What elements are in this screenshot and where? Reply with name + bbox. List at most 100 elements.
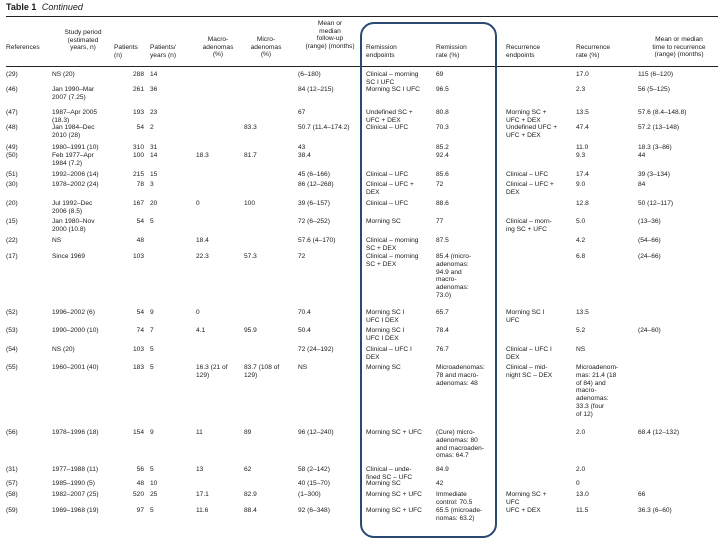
cell-macroadenomas: 17.1 [196,491,209,498]
cell-microadenomas: 89 [244,429,252,436]
cell-time-to-recurrence: 84 [638,181,646,188]
cell-patients: 54 [136,218,144,225]
cell-study-period: 1985–1990 (5) [52,480,95,487]
table-row: (20) Jul 1992–Dec 2006 (8.5) 167 20 0 100 39 (… [0,200,720,215]
cell-macroadenomas: 11 [196,429,203,436]
cell-study-period: 1982–2007 (25) [52,491,99,498]
cell-follow-up: 45 (6–166) [298,171,330,178]
cell-patients: 167 [132,200,144,207]
cell-study-period: Jan 1984–Dec 2010 (28) [52,124,95,139]
cell-recurrence-rate: 12.8 [576,200,589,207]
cell-microadenomas: 82.9 [244,491,257,498]
cell-time-to-recurrence: 50 (12–117) [638,200,674,207]
cell-remission-rate: 85.6 [436,171,449,178]
top-rule [6,16,718,17]
cell-remission-endpoints: Undefined SC + UFC + DEX [366,109,413,124]
cell-recurrence-rate: NS [576,346,586,353]
table-row: (52) 1996–2002 (6) 54 9 0 70.4 Morning SC I UF… [0,309,720,324]
table-row: (15) Jan 1980–Nov 2000 (10.8) 54 5 72 (6–252… [0,218,720,233]
table-row: (31) 1977–1988 (11) 56 5 13 62 58 (2–142) Clini… [0,466,720,481]
header-patients-per-year: Patients/ years (n) [150,44,177,59]
cell-follow-up: 96 (12–240) [298,429,334,436]
table-title: Table 1 Continued [6,2,83,12]
cell-references: (30) [6,181,18,188]
cell-recurrence-endpoints: Morning SC I UFC [506,309,545,324]
cell-follow-up: 50.4 [298,327,311,334]
cell-remission-rate: 42 [436,480,444,487]
cell-recurrence-rate: 9.3 [576,152,586,159]
header-recurrence-endpoints: Recurrence endpoints [506,44,541,59]
cell-study-period: 1978–2002 (24) [52,181,99,188]
table-row: (17) Since 1969 103 22.3 57.3 72 Clinical – mo… [0,253,720,299]
cell-references: (52) [6,309,18,316]
cell-macroadenomas: 13 [196,466,204,473]
cell-recurrence-endpoints: Morning SC + UFC [506,491,547,506]
cell-recurrence-rate: 5.2 [576,327,586,334]
cell-patients: 183 [132,364,144,371]
cell-patients-per-year: 5 [150,507,154,514]
table-row: (47) 1987–Apr 2005 (18.3) 193 23 67 Undefined… [0,109,720,124]
cell-patients-per-year: 20 [150,200,158,207]
cell-references: (47) [6,109,18,116]
cell-study-period: 1977–1988 (11) [52,466,99,473]
cell-remission-rate: 87.5 [436,237,449,244]
cell-follow-up: 72 (24–192) [298,346,334,353]
cell-recurrence-rate: 2.0 [576,429,586,436]
cell-references: (20) [6,200,18,207]
cell-microadenomas: 83.3 [244,124,257,131]
cell-patients-per-year: 36 [150,86,158,93]
table-row: (54) NS (20) 103 5 72 (24–192) Clinical – UFC… [0,346,720,361]
cell-remission-rate: 88.6 [436,200,449,207]
cell-patients-per-year: 2 [150,124,154,131]
cell-study-period: 1987–Apr 2005 (18.3) [52,109,98,124]
cell-patients: 154 [132,429,144,436]
cell-remission-rate: 85.4 (micro- adenomas: 94.9 and macro- a… [436,253,472,299]
cell-study-period: Since 1969 [52,253,85,260]
cell-recurrence-endpoints: Clinical – UFC I DEX [506,346,552,361]
cell-microadenomas: 57.3 [244,253,257,260]
cell-patients: 288 [132,71,144,78]
cell-patients: 261 [132,86,144,93]
cell-patients-per-year: 9 [150,429,154,436]
cell-study-period: 1978–1996 (18) [52,429,99,436]
cell-patients: 193 [132,109,144,116]
cell-patients: 74 [136,327,144,334]
cell-patients: 48 [136,237,144,244]
cell-study-period: NS (20) [52,71,75,78]
cell-patients-per-year: 10 [150,480,158,487]
cell-microadenomas: 100 [244,200,256,207]
cell-recurrence-rate: 2.3 [576,86,586,93]
cell-macroadenomas: 16.3 (21 of 129) [196,364,228,379]
cell-recurrence-endpoints: UFC + DEX [506,507,541,514]
cell-remission-rate: 70.3 [436,124,449,131]
cell-microadenomas: 62 [244,466,252,473]
cell-references: (54) [6,346,18,353]
cell-patients: 103 [132,346,144,353]
cell-recurrence-endpoints: Clinical – UFC [506,171,549,178]
cell-time-to-recurrence: (13–36) [638,218,661,225]
cell-time-to-recurrence: 18.3 (3–86) [638,144,672,151]
header-patients: Patients (n) [114,44,138,59]
header-time-to-recurrence: Mean or median time to recurrence (range… [652,36,706,59]
cell-patients-per-year: 14 [150,152,158,159]
table-row: (58) 1982–2007 (25) 520 25 17.1 82.9 (1–300) Mo… [0,491,720,506]
cell-remission-endpoints: Morning SC + UFC [366,491,422,498]
table-row: (56) 1978–1996 (18) 154 9 11 89 96 (12–240) Mor… [0,429,720,459]
cell-macroadenomas: 18.3 [196,152,209,159]
cell-references: (48) [6,124,18,131]
cell-remission-endpoints: Morning SC I UFC I DEX [366,309,405,324]
cell-references: (49) [6,144,18,151]
cell-study-period: NS (20) [52,346,75,353]
cell-patients: 97 [136,507,144,514]
cell-time-to-recurrence: 39 (3–134) [638,171,670,178]
cell-microadenomas: 83.7 (108 of 129) [244,364,280,379]
cell-time-to-recurrence: 66 [638,491,646,498]
table-row: (49) 1980–1991 (10) 310 31 43 85.2 11.0 18.3 (3… [0,144,720,156]
cell-follow-up: 57.6 (4–170) [298,237,336,244]
cell-patients: 103 [132,253,144,260]
cell-references: (50) [6,152,18,159]
cell-remission-endpoints: Clinical – UFC I DEX [366,346,412,361]
cell-recurrence-rate: 13.5 [576,309,589,316]
cell-patients-per-year: 5 [150,346,154,353]
